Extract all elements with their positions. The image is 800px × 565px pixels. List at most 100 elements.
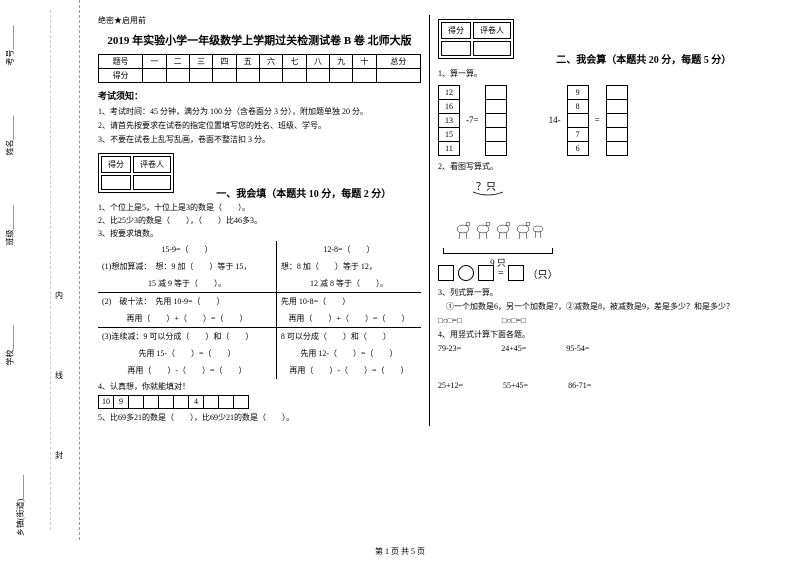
stack-box[interactable] [485, 99, 507, 114]
notice-line: 3、不要在试卷上乱写乱画，卷面不整洁扣 3 分。 [98, 134, 421, 145]
num-box[interactable]: 9 [113, 395, 129, 409]
grade-cell[interactable] [441, 41, 471, 56]
stack-box: 16 [438, 99, 460, 114]
num-box[interactable]: 10 [98, 395, 114, 409]
score-cell[interactable] [283, 69, 306, 83]
calc-item: 24+45= [501, 344, 526, 353]
score-value-row: 得分 [99, 69, 421, 83]
grader-cell[interactable] [133, 175, 171, 190]
score-cell[interactable] [353, 69, 376, 83]
page-footer: 第 1 页 共 5 页 [0, 546, 800, 557]
score-cell[interactable] [376, 69, 420, 83]
score-cell[interactable] [259, 69, 282, 83]
stack-box[interactable] [485, 127, 507, 142]
q1-3: 3、按要求填数。 [98, 228, 421, 239]
calc-cell: 12 减 8 等于（ ）。 [276, 275, 421, 293]
calc-cell: 8 可以分成（ ）和（ ） [276, 328, 421, 346]
stack-box[interactable] [606, 113, 628, 128]
content-area: 绝密★启用前 2019 年实验小学一年级数学上学期过关检测试卷 B 卷 北师大版… [90, 15, 790, 426]
calc-cell: 先用 12-（ ）=（ ） [276, 345, 421, 362]
stack-box[interactable] [567, 113, 589, 128]
score-table: 题号 一 二 三 四 五 六 七 八 九 十 总分 得分 [98, 54, 421, 83]
num-box[interactable] [128, 395, 144, 409]
grader-cell[interactable] [473, 41, 511, 56]
score-row-label: 得分 [99, 69, 143, 83]
calc-cell: (3)连续减：9 可以分成（ ）和（ ） [98, 328, 276, 346]
grader-label: 评卷人 [133, 156, 171, 173]
deer-count-label: 9 只 [438, 256, 558, 269]
header-cell: 题号 [99, 55, 143, 69]
number-boxes: 10 9 4 [98, 395, 421, 409]
stack-box[interactable] [485, 141, 507, 156]
stack-box[interactable] [606, 127, 628, 142]
stack-result-2 [606, 85, 628, 155]
num-box[interactable] [158, 395, 174, 409]
stack-box[interactable] [485, 85, 507, 100]
q2-3: 3、列式算一算。 [438, 287, 762, 298]
seal-char-2: 线 [55, 370, 63, 381]
stack-box: 8 [567, 99, 589, 114]
score-cell[interactable] [189, 69, 212, 83]
binding-label-class: 班级______ [5, 206, 16, 246]
stack-box: 7 [567, 127, 589, 142]
blank-eq[interactable]: □○□=□ [438, 316, 462, 325]
num-box[interactable] [203, 395, 219, 409]
stack-box[interactable] [606, 141, 628, 156]
score-cell[interactable] [330, 69, 353, 83]
grade-label: 得分 [441, 22, 471, 39]
q1-5: 5、比69多21的数是（ ），比69少21的数是（ ）。 [98, 412, 421, 423]
calc-item: 55+45= [503, 381, 528, 390]
notice-line: 1、考试时间：45 分钟，满分为 100 分（含卷面分 3 分），附加题单独 2… [98, 106, 421, 117]
calc-left-top: 15-9=（ ） [98, 241, 276, 258]
eq-label: = [595, 115, 600, 125]
binding-label-examno: 考号______ [5, 26, 16, 66]
calc-cell: 再用（ ）-（ ）=（ ） [276, 362, 421, 379]
score-cell[interactable] [306, 69, 329, 83]
stack-1: 12 16 13 15 11 [438, 85, 460, 155]
secret-label: 绝密★启用前 [98, 15, 421, 26]
q2-2: 2、看图写算式。 [438, 161, 762, 172]
header-cell: 七 [283, 55, 306, 69]
calc-cell: 再用（ ）-（ ）=（ ） [98, 362, 276, 379]
calc-item: 86-71= [568, 381, 591, 390]
vertical-calc-row2: 25+12= 55+45= 86-71= [438, 381, 762, 390]
num-box[interactable] [233, 395, 249, 409]
num-box[interactable] [218, 395, 234, 409]
question-mark-icon: ？只 [468, 176, 508, 196]
header-cell: 九 [330, 55, 353, 69]
stack-box[interactable] [606, 99, 628, 114]
calc-cell: 先用 10-8=（ ） [276, 293, 421, 311]
stack-box: 9 [567, 85, 589, 100]
num-box[interactable]: 4 [188, 395, 204, 409]
stack-box[interactable] [485, 113, 507, 128]
header-cell: 五 [236, 55, 259, 69]
score-header-row: 题号 一 二 三 四 五 六 七 八 九 十 总分 [99, 55, 421, 69]
score-cell[interactable] [236, 69, 259, 83]
dotted-line [50, 10, 51, 530]
stack-box: 13 [438, 113, 460, 128]
stack-box: 11 [438, 141, 460, 156]
num-box[interactable] [173, 395, 189, 409]
section2-title: 二、我会算（本题共 20 分，每题 5 分） [556, 55, 731, 66]
stack-box[interactable] [606, 85, 628, 100]
score-cell[interactable] [213, 69, 236, 83]
section1-title: 一、我会填（本题共 10 分，每题 2 分） [216, 189, 391, 200]
binding-label-town: 乡镇(街道)______ [15, 475, 26, 536]
header-cell: 八 [306, 55, 329, 69]
blank-eq[interactable]: □○□=□ [502, 316, 526, 325]
binding-area: 考号______ 姓名______ 班级______ 学校______ 乡镇(街… [0, 0, 80, 540]
stack-box: 6 [567, 141, 589, 156]
score-cell[interactable] [143, 69, 166, 83]
calc-space[interactable] [438, 357, 762, 377]
blank-equations: □○□=□ □○□=□ [438, 316, 762, 325]
calc-cell: 先用 15-（ ）=（ ） [98, 345, 276, 362]
calc-cell: 想：8 加（ ）等于 12， [276, 258, 421, 275]
q2-3a: ①一个加数是6，另一个加数是7，②减数是8，被减数是9，差是多少？和是多少？ [438, 301, 762, 312]
num-box[interactable] [143, 395, 159, 409]
grade-cell[interactable] [101, 175, 131, 190]
deer-illustration: 9 只 [438, 204, 558, 259]
score-cell[interactable] [166, 69, 189, 83]
calc-cell: (2) 破十法： 先用 10-9=（ ） [98, 293, 276, 311]
header-cell: 四 [213, 55, 236, 69]
calc-area-1: 12 16 13 15 11 -7= 14- 9 8 7 6 [438, 85, 762, 155]
